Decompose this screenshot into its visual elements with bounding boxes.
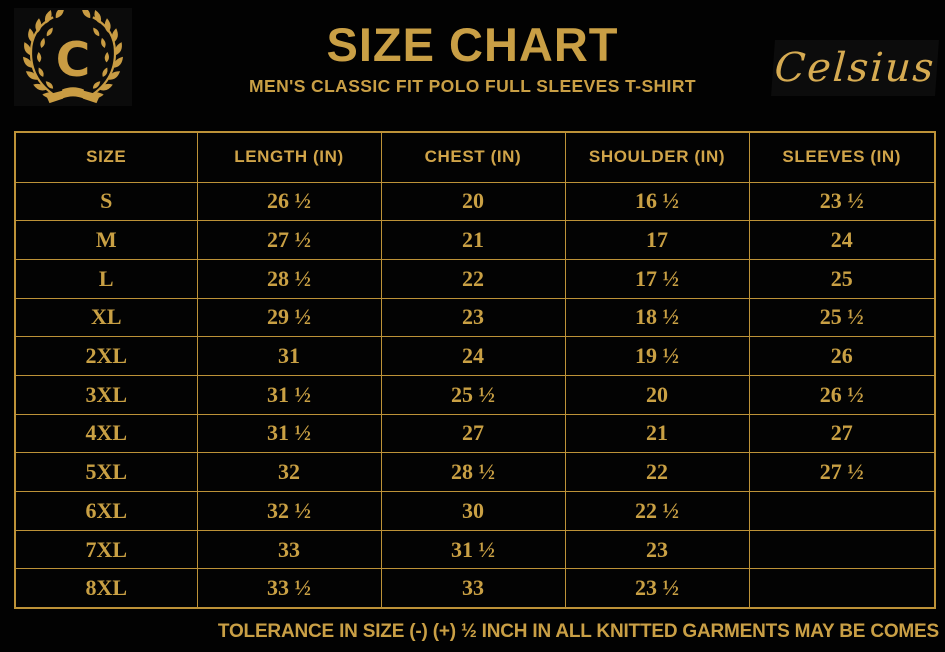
size-cell: 4XL: [14, 413, 198, 454]
length-cell: 31 ½: [196, 374, 382, 415]
shoulder-cell: 16 ½: [564, 181, 750, 222]
sleeves-cell: 23 ½: [748, 181, 936, 222]
sleeves-cell: 25: [748, 258, 936, 299]
column-header-length: LENGTH (IN): [196, 131, 382, 183]
shoulder-cell: 19 ½: [564, 336, 750, 376]
length-cell: 32: [196, 452, 382, 492]
length-cell: 31: [196, 336, 382, 376]
chest-cell: 31 ½: [380, 529, 566, 570]
sleeves-cell: 26 ½: [748, 374, 936, 415]
brand-name: Celsius: [771, 40, 939, 96]
size-cell: XL: [14, 297, 198, 338]
shoulder-cell: 23 ½: [564, 568, 750, 609]
sleeves-cell: 27: [748, 413, 936, 454]
chest-cell: 28 ½: [380, 452, 566, 492]
sleeves-cell: [748, 568, 936, 609]
sleeves-cell: [748, 529, 936, 570]
size-cell: M: [14, 220, 198, 260]
table-row: 5XL 32 28 ½ 22 27 ½: [14, 452, 936, 492]
title-block: SIZE CHART MEN'S CLASSIC FIT POLO FULL S…: [0, 20, 945, 97]
chest-cell: 22: [380, 258, 566, 299]
table-row: S 26 ½ 20 16 ½ 23 ½: [14, 181, 936, 222]
chest-cell: 27: [380, 413, 566, 454]
shoulder-cell: 22 ½: [564, 491, 750, 531]
shoulder-cell: 21: [564, 413, 750, 454]
shoulder-cell: 17 ½: [564, 258, 750, 299]
table-row: 2XL 31 24 19 ½ 26: [14, 336, 936, 376]
laurel-wreath-icon: C: [17, 10, 129, 104]
chest-cell: 23: [380, 297, 566, 338]
logo-letter: C: [56, 33, 90, 88]
table-row: 4XL 31 ½ 27 21 27: [14, 413, 936, 454]
table-row: XL 29 ½ 23 18 ½ 25 ½: [14, 297, 936, 338]
length-cell: 33: [196, 529, 382, 570]
sleeves-cell: 24: [748, 220, 936, 260]
shoulder-cell: 20: [564, 374, 750, 415]
size-cell: 2XL: [14, 336, 198, 376]
chest-cell: 30: [380, 491, 566, 531]
size-cell: L: [14, 258, 198, 299]
length-cell: 32 ½: [196, 491, 382, 531]
chest-cell: 25 ½: [380, 374, 566, 415]
length-cell: 27 ½: [196, 220, 382, 260]
brand-logo: C: [14, 8, 132, 106]
length-cell: 31 ½: [196, 413, 382, 454]
size-cell: S: [14, 181, 198, 222]
table-row: 8XL 33 ½ 33 23 ½: [14, 568, 936, 609]
length-cell: 26 ½: [196, 181, 382, 222]
length-cell: 29 ½: [196, 297, 382, 338]
chest-cell: 33: [380, 568, 566, 609]
shoulder-cell: 18 ½: [564, 297, 750, 338]
chest-cell: 20: [380, 181, 566, 222]
size-cell: 7XL: [14, 529, 198, 570]
table-header-row: SIZE LENGTH (IN) CHEST (IN) SHOULDER (IN…: [14, 131, 936, 183]
sleeves-cell: 26: [748, 336, 936, 376]
column-header-sleeves: SLEEVES (IN): [748, 131, 936, 183]
size-chart-table: SIZE LENGTH (IN) CHEST (IN) SHOULDER (IN…: [14, 131, 936, 609]
length-cell: 28 ½: [196, 258, 382, 299]
table-row: 3XL 31 ½ 25 ½ 20 26 ½: [14, 374, 936, 415]
page-title: SIZE CHART: [326, 18, 619, 71]
size-cell: 6XL: [14, 491, 198, 531]
column-header-chest: CHEST (IN): [380, 131, 566, 183]
column-header-shoulder: SHOULDER (IN): [564, 131, 750, 183]
table-row: M 27 ½ 21 17 24: [14, 220, 936, 260]
tolerance-note: TOLERANCE IN SIZE (-) (+) ½ INCH IN ALL …: [217, 621, 939, 642]
chest-cell: 24: [380, 336, 566, 376]
shoulder-cell: 23: [564, 529, 750, 570]
column-header-size: SIZE: [14, 131, 198, 183]
table-row: 6XL 32 ½ 30 22 ½: [14, 491, 936, 531]
table-row: L 28 ½ 22 17 ½ 25: [14, 258, 936, 299]
sleeves-cell: 25 ½: [748, 297, 936, 338]
sleeves-cell: [748, 491, 936, 531]
size-cell: 8XL: [14, 568, 198, 609]
shoulder-cell: 17: [564, 220, 750, 260]
size-cell: 3XL: [14, 374, 198, 415]
size-cell: 5XL: [14, 452, 198, 492]
table-row: 7XL 33 31 ½ 23: [14, 529, 936, 570]
ribbon-icon: [62, 87, 84, 99]
page-subtitle: MEN'S CLASSIC FIT POLO FULL SLEEVES T-SH…: [249, 76, 696, 97]
length-cell: 33 ½: [196, 568, 382, 609]
chest-cell: 21: [380, 220, 566, 260]
sleeves-cell: 27 ½: [748, 452, 936, 492]
shoulder-cell: 22: [564, 452, 750, 492]
